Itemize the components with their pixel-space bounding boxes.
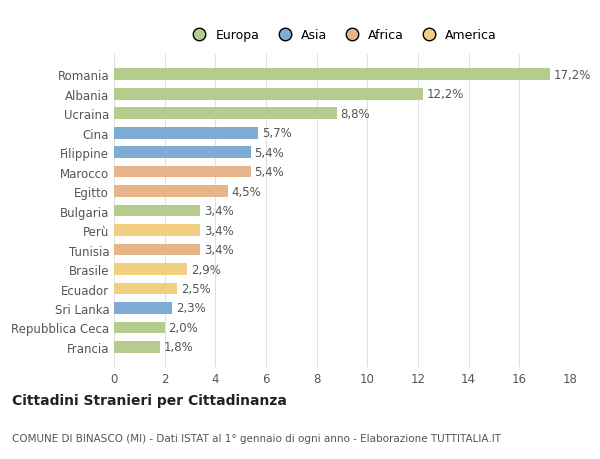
Legend: Europa, Asia, Africa, America: Europa, Asia, Africa, America (182, 24, 502, 47)
Bar (114, 225, 200, 236)
Text: Cittadini Stranieri per Cittadinanza: Cittadini Stranieri per Cittadinanza (12, 393, 287, 407)
Bar (114, 186, 228, 197)
Bar (114, 322, 164, 334)
Bar (114, 69, 550, 81)
Bar (114, 263, 187, 275)
Text: 2,5%: 2,5% (181, 282, 211, 295)
Text: 3,4%: 3,4% (204, 244, 233, 257)
Bar (114, 147, 251, 159)
Bar (114, 89, 423, 101)
Text: 4,5%: 4,5% (232, 185, 262, 198)
Bar (114, 108, 337, 120)
Text: 17,2%: 17,2% (554, 68, 591, 82)
Bar (114, 341, 160, 353)
Text: 5,7%: 5,7% (262, 127, 292, 140)
Text: 12,2%: 12,2% (427, 88, 464, 101)
Bar (114, 128, 259, 139)
Text: 3,4%: 3,4% (204, 205, 233, 218)
Bar (114, 244, 200, 256)
Bar (114, 283, 178, 295)
Text: 2,0%: 2,0% (169, 321, 198, 334)
Text: 8,8%: 8,8% (341, 107, 370, 120)
Text: 3,4%: 3,4% (204, 224, 233, 237)
Text: 2,9%: 2,9% (191, 263, 221, 276)
Text: 2,3%: 2,3% (176, 302, 206, 315)
Text: COMUNE DI BINASCO (MI) - Dati ISTAT al 1° gennaio di ogni anno - Elaborazione TU: COMUNE DI BINASCO (MI) - Dati ISTAT al 1… (12, 433, 501, 442)
Bar (114, 205, 200, 217)
Bar (114, 302, 172, 314)
Text: 5,4%: 5,4% (254, 166, 284, 179)
Text: 5,4%: 5,4% (254, 146, 284, 159)
Bar (114, 167, 251, 178)
Text: 1,8%: 1,8% (163, 341, 193, 354)
